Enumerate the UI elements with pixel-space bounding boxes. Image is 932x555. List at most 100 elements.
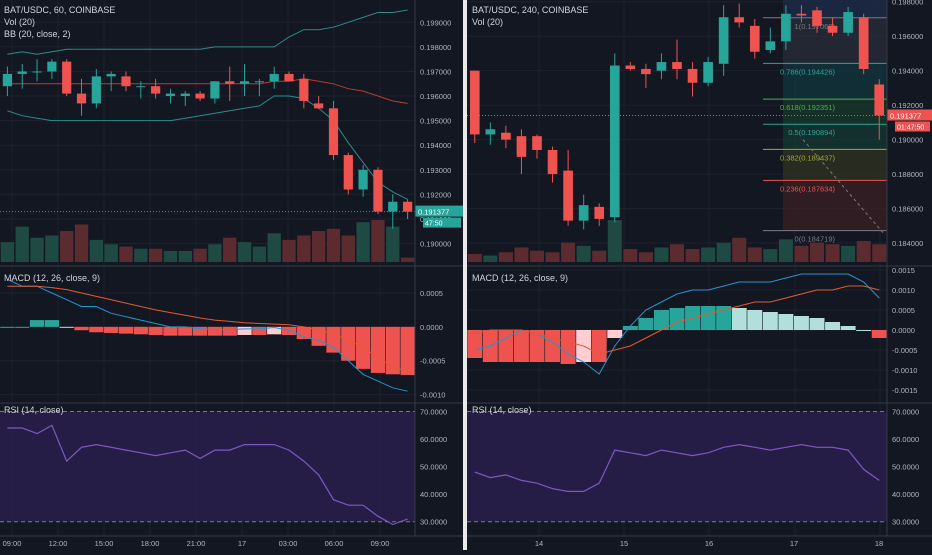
right-macd-histogram-bar (825, 322, 841, 330)
right-candle-body (563, 170, 573, 221)
left-price-tick-label: 0.198000 (420, 43, 451, 52)
left-volume-bar (119, 246, 133, 262)
right-volume-bar (763, 249, 778, 262)
right-volume-bar (872, 244, 887, 262)
left-volume-bar (0, 242, 15, 262)
left-macd-histogram-bar (163, 326, 178, 336)
left-time-tick-label: 17 (238, 539, 246, 548)
right-candle-body (547, 149, 558, 175)
left-volume-bar (178, 250, 192, 262)
right-time-tick-label: 17 (790, 539, 798, 548)
right-macd-tick-label: -0.0010 (892, 366, 917, 375)
left-volume-bar (134, 248, 148, 262)
right-fib-zone (783, 180, 887, 231)
right-macd-histogram-bar (545, 330, 561, 362)
left-macd-histogram-bar (296, 326, 311, 340)
right-macd-tick-label: 0.0000 (892, 326, 915, 335)
left-macd-histogram-bar (356, 326, 371, 369)
left-volume-bar (163, 250, 178, 262)
right-volume-bar (810, 242, 824, 262)
left-candle-body (373, 169, 383, 212)
right-macd-tick-label: 0.0015 (892, 266, 915, 275)
right-rsi-tick-label: 40.0000 (892, 490, 919, 499)
left-volume-bar (74, 224, 89, 262)
left-macd-tick-label: -0.0005 (420, 357, 445, 366)
right-candle-body (469, 70, 480, 135)
left-vol-label[interactable]: Vol (20) (4, 17, 36, 27)
right-volume-bar (841, 245, 856, 262)
left-rsi-tick-label: 30.0000 (420, 518, 447, 527)
left-signal-line (7, 285, 408, 372)
left-rsi-tick-label: 50.0000 (420, 463, 447, 472)
right-countdown-tag (895, 121, 930, 132)
right-time-tick-label: 14 (535, 539, 543, 548)
right-macd-histogram-bar (778, 314, 794, 330)
right-vol-label[interactable]: Vol (20) (472, 17, 504, 27)
right-rsi-band (467, 411, 887, 522)
left-volume-bar (89, 239, 104, 262)
right-volume-bar (825, 244, 840, 262)
right-fib-level-label: 0.5(0.190894) (788, 128, 835, 137)
left-macd-histogram-bar (385, 326, 400, 375)
left-countdown-value: 47:50 (425, 221, 443, 228)
left-symbol-title[interactable]: BAT/USDC, 60, COINBASE (4, 5, 116, 15)
right-candle-body (656, 62, 667, 71)
left-macd-histogram-bar (0, 326, 15, 328)
right-symbol-title[interactable]: BAT/USDC, 240, COINBASE (472, 5, 589, 15)
left-candle-body (106, 73, 116, 77)
left-time-tick-label: 03:00 (279, 539, 298, 548)
right-macd-label[interactable]: MACD (12, 26, close, 9) (472, 273, 569, 283)
left-candle-body (299, 78, 309, 101)
left-rsi-line (7, 424, 408, 526)
left-candle-body (121, 76, 131, 87)
right-macd-histogram-bar (871, 330, 887, 338)
left-candle-body (284, 73, 294, 82)
left-candle-body (328, 108, 339, 156)
right-candle-body (843, 12, 853, 33)
left-candle-body (136, 86, 146, 88)
right-rsi-tick-label: 60.0000 (892, 435, 919, 444)
right-price-tick-label: 0.188000 (892, 170, 923, 179)
right-signal-line (474, 285, 880, 355)
left-countdown-tag (423, 217, 461, 228)
right-volume-bar (701, 247, 716, 262)
left-candle-body (151, 86, 161, 94)
left-price-tick-label: 0.193000 (420, 166, 451, 175)
right-rsi-tick-label: 30.0000 (892, 518, 919, 527)
right-volume-bar (685, 249, 700, 262)
left-macd-histogram-bar (178, 326, 193, 336)
right-price-tick-label: 0.196000 (892, 32, 923, 41)
left-time-tick-label: 09:00 (371, 539, 390, 548)
right-volume-bar (732, 237, 747, 262)
right-candle-body (625, 65, 636, 69)
right-macd-tick-label: -0.0015 (892, 386, 917, 395)
right-candle-body (594, 206, 605, 219)
left-macd-label[interactable]: MACD (12, 26, close, 9) (4, 273, 101, 283)
left-candle-body (2, 73, 13, 87)
left-macd-histogram-bar (44, 320, 59, 327)
panel-divider[interactable] (463, 0, 467, 550)
left-volume-bar (400, 257, 415, 262)
right-macd-histogram-bar (716, 306, 732, 330)
left-volume-bar (60, 231, 74, 262)
right-fib-level-label: 0.786(0.194426) (780, 67, 836, 76)
right-volume-bar (514, 247, 529, 262)
right-price-tick-label: 0.194000 (892, 67, 923, 76)
right-rsi-label[interactable]: RSI (14, close) (472, 405, 532, 415)
right-candle-body (672, 62, 682, 69)
right-volume-bar (654, 247, 669, 262)
right-countdown-value: 01:47:50 (897, 124, 924, 131)
right-macd-tick-label: -0.0005 (892, 346, 917, 355)
right-candle-body (501, 132, 511, 140)
right-legend: BAT/USDC, 240, COINBASE Vol (20) (472, 4, 588, 28)
left-bb-label[interactable]: BB (20, close, 2) (4, 29, 71, 39)
right-candle-body (609, 65, 620, 218)
left-rsi-tick-label: 60.0000 (420, 435, 447, 444)
left-volume-bar (223, 237, 237, 262)
left-macd-histogram-bar (207, 326, 223, 336)
left-rsi-label[interactable]: RSI (14, close) (4, 405, 64, 415)
right-rsi-legend: RSI (14, close) (472, 404, 532, 416)
right-volume-bar (561, 242, 576, 262)
left-macd-histogram-bar (148, 326, 163, 335)
right-macd-histogram-bar (622, 326, 638, 330)
